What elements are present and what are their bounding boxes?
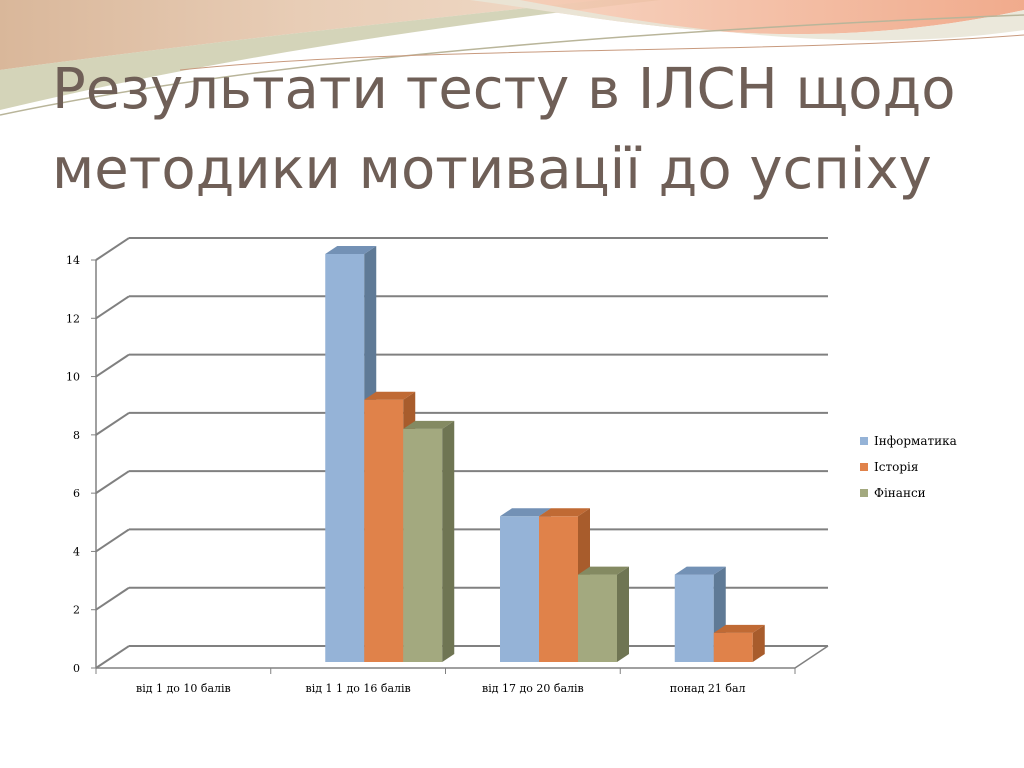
- swoosh-peach-band: [470, 0, 1024, 35]
- bar-top: [674, 566, 726, 575]
- legend-label: Фінанси: [874, 486, 926, 500]
- x-tick-label: від 17 до 20 балів: [482, 682, 584, 695]
- bar-side: [617, 566, 629, 662]
- legend-label: Інформатика: [874, 434, 957, 448]
- legend-item: Історія: [860, 454, 957, 480]
- swoosh-warm-band: [0, 0, 600, 70]
- slide-title-line-1: Результати тесту в ІЛСН щодо: [52, 57, 956, 122]
- bar-front: [578, 574, 617, 662]
- legend-item: Фінанси: [860, 480, 957, 506]
- bar-front: [713, 632, 753, 662]
- bar-side: [442, 420, 455, 662]
- swoosh-line: [179, 34, 1024, 71]
- gridline-depth: [95, 295, 130, 320]
- bar-front: [500, 516, 539, 662]
- y-tick-label: 12: [66, 312, 80, 325]
- swoosh-olive-band: [0, 0, 660, 110]
- bar-top: [539, 508, 590, 517]
- gridline-depth: [95, 412, 130, 436]
- y-tick-label: 2: [73, 604, 80, 617]
- gridline-depth: [95, 586, 130, 611]
- bar-1-4: [674, 566, 726, 662]
- y-tick-label: 8: [73, 429, 80, 442]
- bar-top: [713, 624, 765, 633]
- legend-label: Історія: [874, 460, 919, 474]
- x-tick-label: понад 21 бал: [670, 682, 746, 695]
- slide-title: Результати тесту в ІЛСН щодо методики мо…: [52, 50, 992, 210]
- swoosh-light-band: [470, 0, 1024, 41]
- bar-3-2: [403, 420, 455, 662]
- bar-top: [500, 508, 551, 517]
- swoosh-line: [0, 14, 1024, 116]
- bar-front: [674, 574, 714, 662]
- chart-legend: Інформатика Історія Фінанси: [860, 428, 957, 506]
- x-axis-ticks: від 1 до 10 балів від 1 1 до 16 балів від …: [95, 668, 796, 695]
- bar-top: [403, 420, 455, 429]
- bar-side: [752, 624, 765, 662]
- chart-bars: [325, 246, 765, 662]
- gridline-depth: [95, 528, 130, 553]
- y-tick-label: 0: [73, 662, 80, 675]
- gridline-depth: [95, 353, 130, 378]
- decorative-swoosh-header: [0, 0, 1024, 116]
- bar-front: [325, 254, 365, 662]
- bar-top: [325, 246, 377, 254]
- legend-item: Інформатика: [860, 428, 957, 454]
- y-tick-label: 6: [73, 487, 80, 500]
- bar-front: [364, 399, 404, 662]
- bar-front: [539, 516, 578, 662]
- gridline-depth: [95, 237, 130, 261]
- bar-front: [403, 428, 443, 662]
- gridline-depth: [95, 645, 130, 669]
- y-tick-label: 4: [73, 545, 80, 558]
- x-tick-label: від 1 до 10 балів: [136, 682, 231, 695]
- y-axis-ticks: 0 2 4 6 8 10 12 14: [66, 254, 96, 675]
- bar-top: [364, 391, 416, 400]
- bar-3-3: [578, 566, 629, 662]
- y-tick-label: 14: [66, 254, 80, 267]
- x-tick-label: від 1 1 до 16 балів: [306, 682, 411, 695]
- legend-swatch: [860, 437, 868, 445]
- bar-2-4: [713, 624, 765, 662]
- bar-top: [578, 566, 629, 575]
- legend-swatch: [860, 489, 868, 497]
- legend-swatch: [860, 463, 868, 471]
- gridline-depth: [95, 470, 130, 494]
- y-tick-label: 10: [66, 371, 80, 384]
- slide-title-line-2: методики мотивації до успіху: [52, 137, 932, 202]
